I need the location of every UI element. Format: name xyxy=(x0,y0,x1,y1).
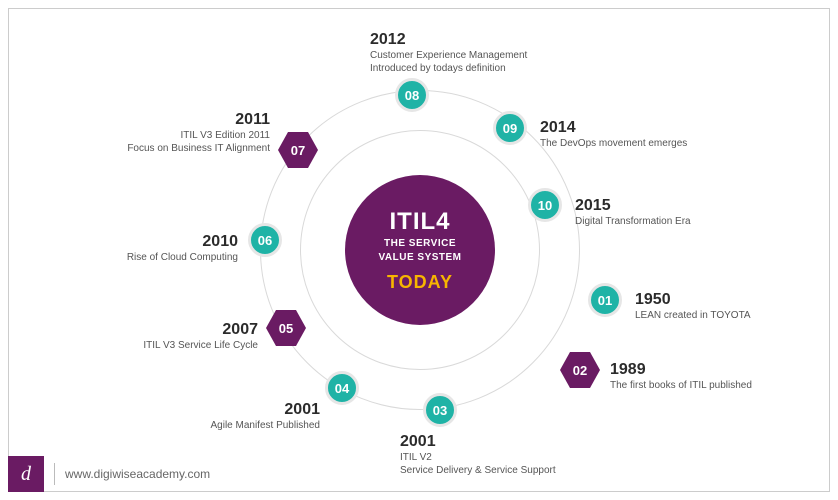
timeline-year: 1989 xyxy=(610,360,752,380)
timeline-node-04: 04 xyxy=(325,371,359,405)
timeline-desc: The DevOps movement emerges xyxy=(540,138,687,151)
timeline-year: 2010 xyxy=(127,232,238,252)
timeline-year: 2001 xyxy=(210,400,320,420)
timeline-node-08: 08 xyxy=(395,78,429,112)
timeline-desc: Agile Manifest Published xyxy=(210,420,320,433)
timeline-desc: Rise of Cloud Computing xyxy=(127,252,238,265)
timeline-label-09: 2014The DevOps movement emerges xyxy=(540,118,687,151)
timeline-node-09: 09 xyxy=(493,111,527,145)
timeline-desc: LEAN created in TOYOTA xyxy=(635,310,751,323)
timeline-label-03: 2001ITIL V2Service Delivery & Service Su… xyxy=(400,432,556,477)
timeline-year: 2001 xyxy=(400,432,556,452)
center-sub-1: THE SERVICE xyxy=(384,238,456,250)
node-number: 10 xyxy=(538,198,552,213)
timeline-desc: Customer Experience Management xyxy=(370,50,527,63)
timeline-desc: Focus on Business IT Alignment xyxy=(127,143,270,156)
footer: d www.digiwiseacademy.com xyxy=(8,456,210,492)
center-today: TODAY xyxy=(387,272,453,293)
timeline-desc: Service Delivery & Service Support xyxy=(400,465,556,478)
timeline-label-04: 2001Agile Manifest Published xyxy=(210,400,320,433)
node-number: 05 xyxy=(279,321,293,336)
center-title: ITIL4 xyxy=(389,208,450,236)
node-number: 06 xyxy=(258,233,272,248)
timeline-desc: The first books of ITIL published xyxy=(610,380,752,393)
timeline-label-02: 1989The first books of ITIL published xyxy=(610,360,752,393)
timeline-desc: Digital Transformation Era xyxy=(575,216,691,229)
timeline-year: 2012 xyxy=(370,30,527,50)
footer-url: www.digiwiseacademy.com xyxy=(65,467,210,481)
timeline-year: 2007 xyxy=(143,320,258,340)
timeline-year: 2014 xyxy=(540,118,687,138)
timeline-desc: ITIL V3 Service Life Cycle xyxy=(143,340,258,353)
footer-separator xyxy=(54,463,55,485)
timeline-desc: ITIL V3 Edition 2011 xyxy=(127,130,270,143)
node-number: 03 xyxy=(433,403,447,418)
node-number: 08 xyxy=(405,88,419,103)
node-number: 02 xyxy=(573,363,587,378)
node-number: 09 xyxy=(503,121,517,136)
center-sub-2: VALUE SYSTEM xyxy=(378,252,461,264)
node-number: 01 xyxy=(598,293,612,308)
timeline-desc: Introduced by todays definition xyxy=(370,63,527,76)
timeline-label-05: 2007ITIL V3 Service Life Cycle xyxy=(143,320,258,353)
timeline-node-06: 06 xyxy=(248,223,282,257)
timeline-node-10: 10 xyxy=(528,188,562,222)
node-number: 04 xyxy=(335,381,349,396)
timeline-desc: ITIL V2 xyxy=(400,452,556,465)
timeline-year: 1950 xyxy=(635,290,751,310)
center-badge: ITIL4 THE SERVICE VALUE SYSTEM TODAY xyxy=(345,175,495,325)
timeline-label-08: 2012Customer Experience ManagementIntrod… xyxy=(370,30,527,75)
timeline-label-01: 1950LEAN created in TOYOTA xyxy=(635,290,751,323)
timeline-label-07: 2011ITIL V3 Edition 2011Focus on Busines… xyxy=(127,110,270,155)
timeline-node-03: 03 xyxy=(423,393,457,427)
brand-badge: d xyxy=(8,456,44,492)
timeline-year: 2011 xyxy=(127,110,270,130)
timeline-node-01: 01 xyxy=(588,283,622,317)
timeline-year: 2015 xyxy=(575,196,691,216)
timeline-label-06: 2010Rise of Cloud Computing xyxy=(127,232,238,265)
node-number: 07 xyxy=(291,143,305,158)
brand-letter: d xyxy=(21,463,31,486)
timeline-label-10: 2015Digital Transformation Era xyxy=(575,196,691,229)
